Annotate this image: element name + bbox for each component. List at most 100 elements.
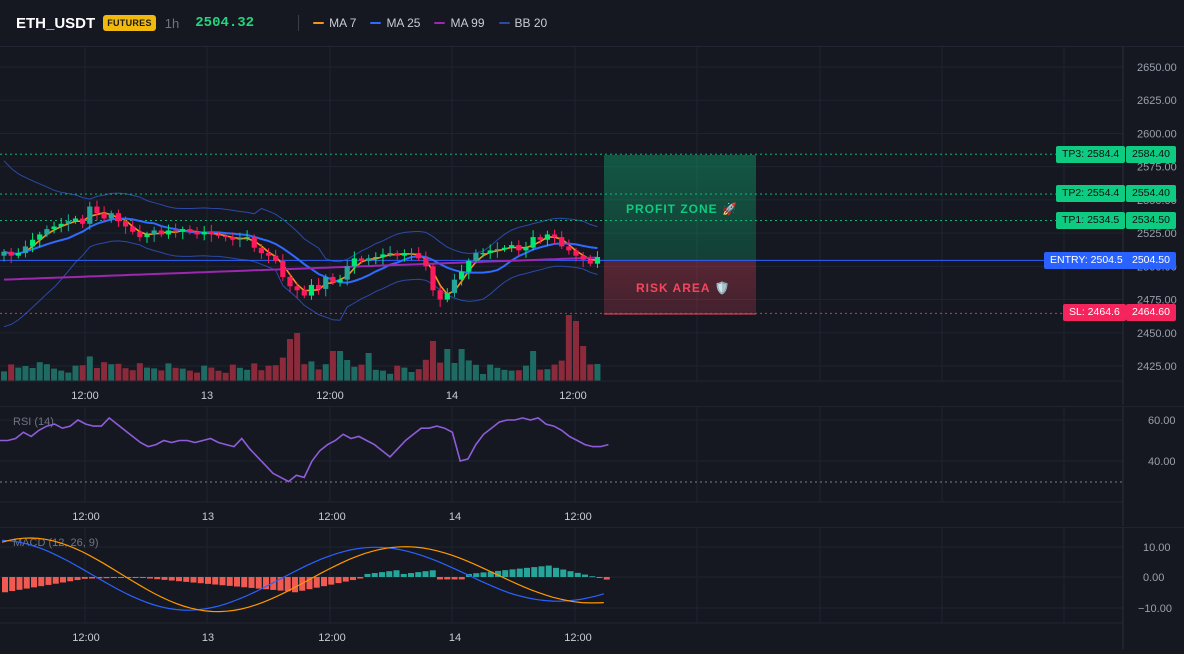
volume-bar	[344, 360, 351, 381]
macd-histogram-bar	[219, 577, 226, 586]
time-axis-label: 12:00	[564, 632, 592, 644]
macd-histogram-bar	[118, 577, 124, 578]
candle-body	[244, 237, 250, 239]
volume-bar	[72, 365, 79, 381]
macd-histogram-bar	[313, 577, 320, 588]
volume-bar	[522, 365, 529, 381]
volume-bar	[394, 365, 401, 381]
macd-histogram-bar	[226, 577, 233, 586]
volume-bar	[515, 370, 522, 381]
volume-bar	[294, 333, 301, 381]
rsi-pane[interactable]: RSI (14) 60.00 40.00 12:00 13 12:00 14 12:00	[0, 405, 1184, 526]
candle-body	[394, 253, 400, 256]
candle-body	[130, 226, 136, 232]
legend-ma7[interactable]: MA 7	[313, 16, 356, 30]
macd-histogram-bar	[31, 577, 37, 588]
level-lines	[0, 153, 1123, 314]
macd-histogram-bar	[81, 577, 88, 579]
macd-chart[interactable]: MACD (12, 26, 9) 10.00 0.00 −10.00 12:00…	[0, 526, 1184, 649]
macd-histogram-bar	[2, 577, 8, 593]
volume-bar	[508, 370, 515, 381]
moving-averages	[3, 211, 598, 296]
macd-histogram-bar	[393, 570, 400, 577]
price-chart[interactable]: 2650.002625.002600.002575.002550.002525.…	[0, 47, 1184, 405]
candle-body	[530, 237, 536, 248]
rsi-axis-40: 40.00	[1148, 456, 1176, 468]
candle-body	[523, 247, 529, 251]
legend-bb20[interactable]: BB 20	[498, 16, 547, 30]
volume-bar	[93, 368, 100, 381]
candle-body	[516, 245, 522, 251]
macd-histogram-bar	[502, 570, 509, 577]
time-axis-label: 13	[202, 632, 214, 644]
macd-histogram-bar	[125, 577, 132, 578]
candle-body	[230, 237, 236, 240]
candle-body	[280, 261, 286, 277]
candle-body	[358, 258, 365, 262]
candle-body	[451, 279, 458, 293]
volume-bar	[458, 349, 465, 381]
time-axis-label: 14	[449, 632, 461, 644]
rsi-chart[interactable]: RSI (14) 60.00 40.00 12:00 13 12:00 14 12:00	[0, 405, 1184, 526]
legend-ma25[interactable]: MA 25	[370, 16, 420, 30]
tp1-tag[interactable]: TP1: 2534.5	[1056, 212, 1126, 229]
macd-histogram-bar	[538, 566, 545, 577]
ma99-swatch	[434, 22, 446, 24]
rsi-axis-60: 60.00	[1148, 415, 1176, 427]
macd-histogram-bar	[415, 572, 422, 577]
legend-ma99[interactable]: MA 99	[434, 16, 485, 30]
macd-histogram-bar	[67, 577, 74, 582]
macd-histogram-bar	[45, 577, 52, 585]
macd-histogram-bar	[357, 577, 364, 579]
volume-bar	[236, 367, 243, 381]
symbol-name[interactable]: ETH_USDT	[16, 14, 96, 32]
timeframe-selector[interactable]: 1h	[164, 15, 180, 31]
candle-body	[487, 250, 493, 254]
macd-histogram-bar	[567, 571, 574, 577]
macd-histogram-bar	[603, 577, 610, 580]
macd-histogram-bar	[582, 574, 588, 577]
tp2-tag[interactable]: TP2: 2554.4	[1056, 185, 1126, 202]
macd-histogram-bar	[60, 577, 66, 583]
macd-histogram-bar	[16, 577, 23, 590]
volume-bar	[258, 370, 265, 381]
volume-bar	[401, 367, 408, 381]
macd-histogram-bar	[183, 577, 190, 582]
rsi-time-axis: 12:00 13 12:00 14 12:00	[72, 511, 592, 523]
macd-histogram-bar	[205, 577, 211, 584]
macd-histogram	[2, 565, 610, 593]
macd-histogram-bar	[284, 577, 291, 592]
volume-bar	[244, 369, 251, 381]
time-axis-label: 12:00	[559, 390, 587, 402]
macd-pane[interactable]: MACD (12, 26, 9) 10.00 0.00 −10.00 12:00…	[0, 526, 1184, 649]
macd-histogram-bar	[335, 577, 342, 584]
volume-bar	[358, 364, 365, 381]
time-axis-label: 12:00	[564, 511, 592, 523]
ma7-swatch	[313, 22, 325, 24]
candle-body	[251, 237, 257, 248]
entry-tag[interactable]: ENTRY: 2504.5	[1044, 252, 1129, 269]
macd-title: MACD (12, 26, 9)	[13, 537, 99, 549]
time-axis-label: 12:00	[318, 632, 346, 644]
macd-time-axis: 12:00 13 12:00 14 12:00	[72, 632, 592, 644]
candle-body	[551, 234, 558, 238]
tp3-tag[interactable]: TP3: 2584.4	[1056, 146, 1126, 163]
candle-body	[165, 230, 172, 235]
candle-body	[115, 213, 121, 222]
price-pane[interactable]: 2650.002625.002600.002575.002550.002525.…	[0, 47, 1184, 405]
macd-histogram-bar	[458, 577, 465, 580]
volume-bar	[129, 370, 136, 381]
volume-bar	[186, 370, 193, 381]
volume-bars	[1, 315, 601, 381]
macd-histogram-bar	[306, 577, 313, 590]
volume-bar	[65, 372, 72, 381]
price-axis-label: 2625.00	[1137, 95, 1177, 107]
candle-body	[58, 223, 64, 227]
sl-tag[interactable]: SL: 2464.6	[1063, 304, 1126, 321]
macd-histogram-bar	[328, 577, 335, 585]
macd-histogram-bar	[408, 573, 414, 577]
volume-bar	[365, 353, 372, 381]
bb20-swatch	[498, 22, 510, 24]
macd-histogram-bar	[161, 577, 168, 580]
ma25-line	[3, 217, 598, 284]
